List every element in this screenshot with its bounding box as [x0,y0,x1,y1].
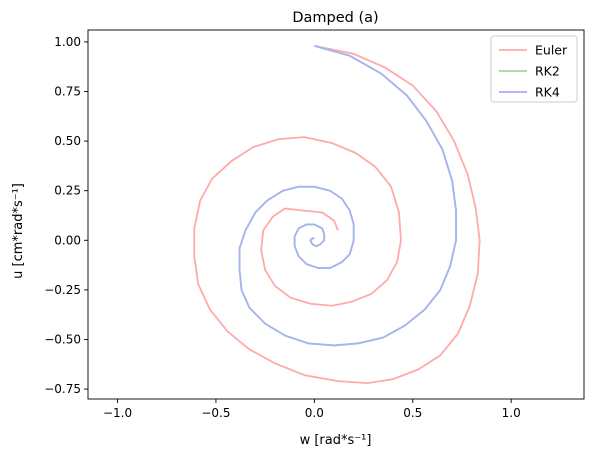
x-tick-label: −0.5 [201,406,230,420]
y-tick-label: −0.50 [44,332,81,346]
chart-title: Damped (a) [292,10,378,26]
x-tick-label: −1.0 [103,406,132,420]
series-line-euler [193,44,481,385]
y-axis-label: u [cm*rad*s⁻¹] [11,183,26,279]
legend-label: RK2 [535,64,560,79]
axes-frame [87,29,585,400]
legend: Euler RK2 RK4 [490,35,578,103]
legend-label: RK4 [535,85,560,100]
y-tick-label: 0.75 [54,85,81,99]
series-layer [193,44,481,385]
y-tick-label: 0.25 [54,184,81,198]
plot-area [87,29,585,400]
y-tick-label: −0.75 [44,382,81,396]
x-tick-label: 0.0 [305,406,324,420]
legend-label: Euler [535,43,568,58]
legend-box [490,35,578,103]
y-tick-label: 0.00 [54,233,81,247]
y-tick-label: −0.25 [44,283,81,297]
series-line-rk4 [238,45,457,347]
x-tick-label: 1.0 [502,406,521,420]
x-axis: −1.0 −0.5 0.0 0.5 1.0 [103,399,521,420]
y-tick-label: 1.00 [54,35,81,49]
x-tick-label: 0.5 [403,406,422,420]
y-axis: −0.75 −0.50 −0.25 0.00 0.25 0.50 0.75 1.00 [44,35,88,396]
y-tick-label: 0.50 [54,134,81,148]
x-axis-label: w [rad*s⁻¹] [300,433,372,448]
